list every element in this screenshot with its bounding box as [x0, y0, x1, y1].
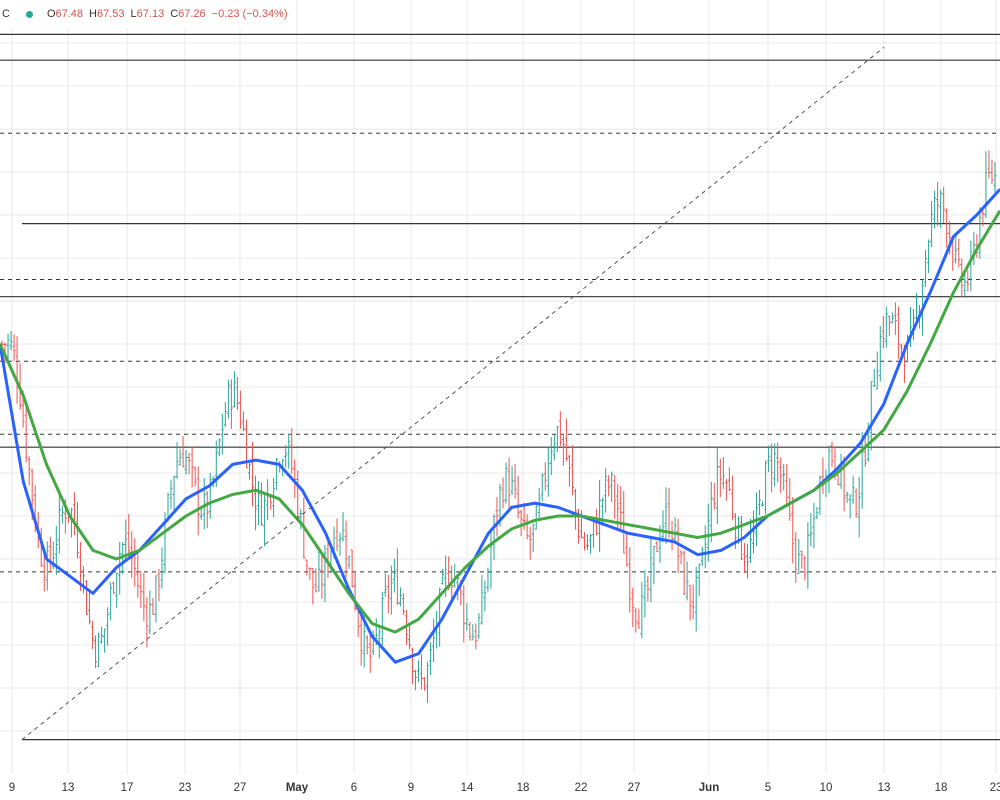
x-tick-label: 10 — [819, 782, 833, 794]
x-tick-label: 13 — [61, 782, 75, 794]
symbol-suffix: C — [2, 8, 10, 20]
ohlc-high: H67.53 — [89, 8, 125, 20]
ohlc-change: −0.23 (−0.34%) — [211, 8, 288, 20]
moving-average-slow — [0, 209, 1000, 634]
moving-average-fast — [0, 188, 1000, 664]
x-tick-label: 9 — [8, 782, 16, 794]
ohlc-legend: C O67.48 H67.53 L67.13 C67.26 −0.23 (−0.… — [0, 0, 288, 28]
x-tick-label: 18 — [516, 782, 530, 794]
x-tick-label: 13 — [877, 782, 891, 794]
x-tick-label: 9 — [407, 782, 415, 794]
x-tick-label: May — [285, 782, 309, 794]
x-tick-label: 27 — [233, 782, 247, 794]
x-tick-label: 22 — [574, 782, 588, 794]
trendline — [21, 46, 885, 740]
ohlc-close: C67.26 — [170, 8, 206, 20]
x-tick-label: 14 — [460, 782, 474, 794]
x-tick-label: 23 — [178, 782, 192, 794]
x-tick-label: 6 — [350, 782, 358, 794]
time-axis[interactable]: 9 13 17 23 27 May 6 9 14 18 22 27 Jun 5 10 13 18 23 — [0, 774, 1000, 800]
x-tick-label: 5 — [764, 782, 772, 794]
x-tick-label: 18 — [934, 782, 948, 794]
x-tick-label: 17 — [120, 782, 134, 794]
x-tick-label: 27 — [627, 782, 641, 794]
x-tick-label: 23 — [989, 782, 1000, 794]
ohlc-open: O67.48 — [46, 8, 84, 20]
status-dot-icon — [25, 10, 33, 18]
x-tick-label: Jun — [698, 782, 720, 794]
ohlc-low: L67.13 — [130, 8, 165, 20]
